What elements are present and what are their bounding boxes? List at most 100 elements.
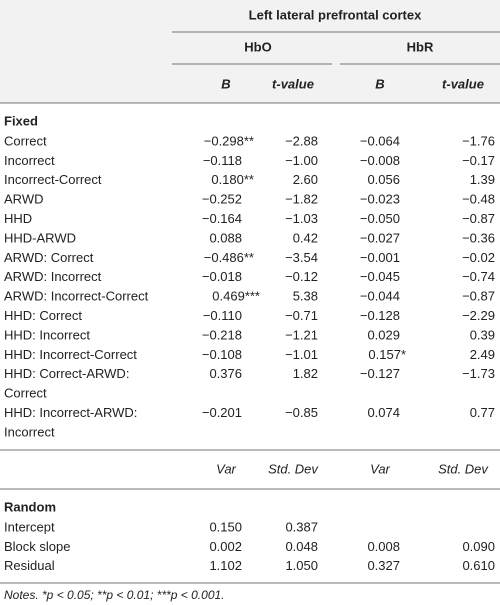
cell: −0.02 bbox=[462, 250, 495, 265]
row-label: HHD bbox=[4, 211, 32, 226]
row-label: Incorrect-Correct bbox=[4, 172, 102, 187]
cell: −0.001 bbox=[360, 250, 400, 265]
cell: −1.00 bbox=[285, 153, 318, 168]
cell: 1.82 bbox=[293, 366, 318, 381]
cell: −0.74 bbox=[462, 269, 495, 284]
table-title: Left lateral prefrontal cortex bbox=[249, 7, 422, 22]
cell: −0.298** bbox=[204, 133, 254, 148]
cell: 0.387 bbox=[285, 519, 318, 534]
cell: 0.008 bbox=[367, 539, 400, 554]
cell: 5.38 bbox=[293, 289, 318, 304]
cell: 0.048 bbox=[285, 539, 318, 554]
row-label: HHD: Incorrect-ARWD: bbox=[4, 405, 137, 420]
cell: −0.252 bbox=[202, 192, 242, 207]
cell: 0.090 bbox=[462, 539, 495, 554]
cell: −0.108 bbox=[202, 347, 242, 362]
row-label: HHD: Correct bbox=[4, 308, 82, 323]
group-header: HbO bbox=[244, 39, 271, 54]
cell: −1.82 bbox=[285, 192, 318, 207]
cell: −0.87 bbox=[462, 289, 495, 304]
cell: −0.201 bbox=[202, 405, 242, 420]
cell: −1.01 bbox=[285, 347, 318, 362]
cell: −0.044 bbox=[360, 289, 400, 304]
cell: 0.77 bbox=[470, 405, 495, 420]
cell: −0.018 bbox=[202, 269, 242, 284]
row-label: Incorrect bbox=[4, 153, 55, 168]
row-label: Correct bbox=[4, 133, 47, 148]
cell: 0.150 bbox=[209, 519, 242, 534]
row-label: Intercept bbox=[4, 519, 55, 534]
cell: −0.050 bbox=[360, 211, 400, 226]
column-header: Std. Dev bbox=[268, 461, 319, 476]
cell: 0.376 bbox=[209, 366, 242, 381]
row-label: Incorrect bbox=[4, 424, 55, 439]
cell: 0.180** bbox=[211, 172, 254, 187]
group-header: HbR bbox=[407, 39, 434, 54]
cell: 1.050 bbox=[285, 558, 318, 573]
cell: −0.36 bbox=[462, 230, 495, 245]
cell: 0.074 bbox=[367, 405, 400, 420]
cell: 0.088 bbox=[209, 230, 242, 245]
row-label: HHD: Incorrect bbox=[4, 327, 90, 342]
cell: −0.87 bbox=[462, 211, 495, 226]
row-label: Correct bbox=[4, 386, 47, 401]
row-label: ARWD bbox=[4, 192, 43, 207]
cell: 0.39 bbox=[470, 327, 495, 342]
column-header: t-value bbox=[442, 76, 484, 91]
cell: −2.88 bbox=[285, 133, 318, 148]
cell: −0.110 bbox=[203, 308, 242, 323]
cell: 0.056 bbox=[367, 172, 400, 187]
cell: −0.045 bbox=[360, 269, 400, 284]
cell: −0.218 bbox=[202, 327, 242, 342]
column-header: B bbox=[221, 76, 230, 91]
cell: −1.03 bbox=[285, 211, 318, 226]
row-label: HHD-ARWD bbox=[4, 230, 76, 245]
cell: 2.60 bbox=[293, 172, 318, 187]
cell: 0.327 bbox=[367, 558, 400, 573]
row-label: ARWD: Correct bbox=[4, 250, 94, 265]
header-bg bbox=[0, 0, 500, 103]
row-label: ARWD: Incorrect bbox=[4, 269, 102, 284]
cell: −0.064 bbox=[360, 133, 400, 148]
cell: −0.12 bbox=[285, 269, 318, 284]
cell: 2.49 bbox=[470, 347, 495, 362]
cell: −0.71 bbox=[285, 308, 318, 323]
cell: −1.73 bbox=[462, 366, 495, 381]
column-header: B bbox=[375, 76, 384, 91]
cell: −0.48 bbox=[462, 192, 495, 207]
section-label: Fixed bbox=[4, 113, 38, 128]
cell: −0.17 bbox=[462, 153, 495, 168]
cell: −0.486** bbox=[204, 250, 254, 265]
cell: 0.002 bbox=[209, 539, 242, 554]
row-label: Block slope bbox=[4, 539, 70, 554]
cell: −0.128 bbox=[360, 308, 400, 323]
cell: −0.027 bbox=[360, 230, 400, 245]
column-header: Var bbox=[216, 461, 236, 476]
row-label: ARWD: Incorrect-Correct bbox=[4, 289, 149, 304]
section-label: Random bbox=[4, 499, 56, 514]
column-header: Var bbox=[370, 461, 390, 476]
cell: −2.29 bbox=[462, 308, 495, 323]
column-header: t-value bbox=[272, 76, 314, 91]
cell: −0.023 bbox=[360, 192, 400, 207]
cell: −1.21 bbox=[285, 327, 318, 342]
cell: −3.54 bbox=[285, 250, 318, 265]
notes: Notes. *p < 0.05; **p < 0.01; ***p < 0.0… bbox=[4, 588, 225, 602]
cell: −0.127 bbox=[360, 366, 400, 381]
cell: 1.39 bbox=[470, 172, 495, 187]
cell: −0.85 bbox=[285, 405, 318, 420]
cell: 1.102 bbox=[209, 558, 242, 573]
cell: −0.118 bbox=[203, 153, 242, 168]
row-label: Residual bbox=[4, 558, 55, 573]
cell: −1.76 bbox=[462, 133, 495, 148]
cell: 0.42 bbox=[293, 230, 318, 245]
cell: 0.029 bbox=[367, 327, 400, 342]
cell: −0.164 bbox=[202, 211, 242, 226]
cell: 0.610 bbox=[462, 558, 495, 573]
row-label: HHD: Incorrect-Correct bbox=[4, 347, 137, 362]
row-label: HHD: Correct-ARWD: bbox=[4, 366, 129, 381]
cell: 0.157* bbox=[368, 347, 406, 362]
column-header: Std. Dev bbox=[438, 461, 489, 476]
cell: −0.008 bbox=[360, 153, 400, 168]
